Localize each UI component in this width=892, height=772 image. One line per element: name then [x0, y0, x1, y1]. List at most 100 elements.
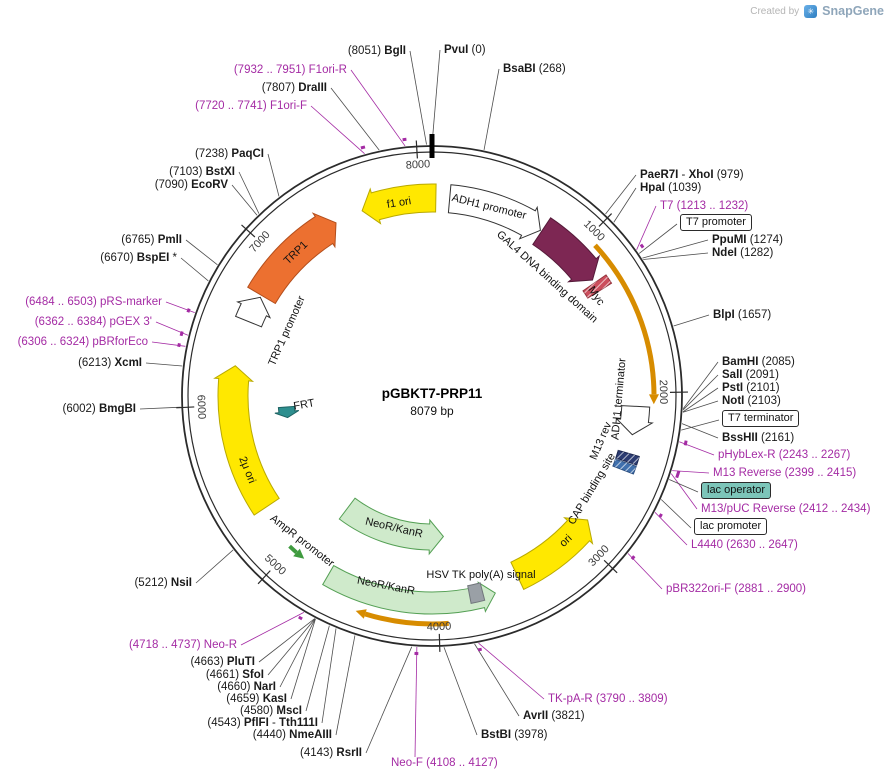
- snapgene-logo-icon: ✳: [804, 4, 818, 18]
- callout-line-xcmi: [145, 362, 183, 367]
- enzyme-label-bsabi: BsaBI (268): [503, 63, 566, 75]
- enzyme-label-sfoi: (4661) SfoI: [205, 669, 264, 681]
- enzyme-label-pluti: (4663) PluTI: [190, 656, 255, 668]
- primer-arc-pbr322ori-f: [630, 555, 636, 561]
- boxed-label-t7-terminator: T7 terminator: [722, 410, 800, 427]
- primer-label-tk-pa-r: TK-pA-R (3790 .. 3809): [548, 693, 668, 705]
- tick-mark-1000: [598, 213, 613, 227]
- callout-line-t7-promoter: [638, 223, 678, 254]
- callout-line-bmgbi: [139, 406, 181, 410]
- primer-label-f1ori-f: (7720 .. 7741) F1ori-F: [195, 100, 307, 112]
- feature-label-ori: ori: [557, 532, 575, 550]
- feature-neor-kanr-inner: [338, 497, 445, 556]
- plasmid-name: pGBKT7-PRP11: [381, 386, 483, 401]
- feature-hatch-m13-rev: [615, 450, 640, 465]
- feature-arrowhead-kan-cassette-arc: [355, 609, 367, 619]
- callout-line-l4440: [654, 512, 688, 546]
- enzyme-label-ndei: NdeI (1282): [712, 247, 774, 259]
- primer-label-pgex-3: (6362 .. 6384) pGEX 3': [34, 316, 152, 328]
- callout-line-pluti: [258, 618, 316, 663]
- enzyme-label-bstxi: (7103) BstXI: [169, 166, 235, 178]
- enzyme-label-draiii: (7807) DraIII: [261, 82, 327, 94]
- callout-line-msci: [305, 625, 330, 712]
- feature-label-neor-kanr-inner: NeoR/KanR: [364, 515, 424, 541]
- feature-frt: [274, 405, 300, 419]
- primer-arc-phyblex-r: [683, 440, 688, 446]
- primer-label-m13-puc-reverse: M13/pUC Reverse (2412 .. 2434): [701, 503, 871, 515]
- feature-label-f1-ori: f1 ori: [385, 195, 413, 211]
- enzyme-label-pflfi-tth111i: (4543) PflFI - Tth111I: [207, 717, 318, 729]
- enzyme-label-msci: (4580) MscI: [239, 705, 302, 717]
- callout-line-bstxi: [238, 171, 260, 214]
- callout-line-paqci: [267, 153, 280, 197]
- tick-label-8000: 8000: [405, 158, 431, 173]
- created-by-text: Created by: [750, 5, 800, 17]
- feature-label-hsv-tk-polya-signal: HSV TK poly(A) signal: [426, 569, 536, 581]
- callout-line-pmli: [185, 239, 218, 266]
- feature-kan-cassette-arc: [364, 611, 449, 627]
- callout-line-blpi: [673, 314, 710, 327]
- enzyme-label-psti: PstI (2101): [722, 382, 780, 394]
- callout-line-ppumi: [642, 239, 709, 259]
- tick-label-4000: 4000: [426, 620, 452, 634]
- primer-arc-f1ori-f: [360, 145, 366, 150]
- tick-mark-6000: [176, 406, 195, 409]
- callout-line-nsii: [195, 549, 234, 584]
- primer-arc-prs-marker: [186, 308, 191, 313]
- feature-prp11-insert: [593, 243, 657, 395]
- enzyme-label-hpai: HpaI (1039): [640, 182, 702, 194]
- tick-label-7000: 7000: [247, 228, 273, 255]
- callout-line-f1ori-f: [310, 105, 365, 155]
- primer-arc-l4440: [658, 513, 663, 518]
- callout-line-nari: [279, 618, 316, 688]
- enzyme-label-paer7i-xhoi: PaeR7I - XhoI (979): [640, 169, 744, 181]
- enzyme-label-sali: SalI (2091): [722, 369, 779, 381]
- tick-label-3000: 3000: [586, 542, 612, 569]
- feature-label-myc: Myc: [585, 284, 607, 308]
- callout-line-sali: [682, 374, 719, 411]
- boxed-label-t7-promoter: T7 promoter: [680, 214, 752, 231]
- primer-label-t7: T7 (1213 .. 1232): [660, 200, 749, 212]
- feature-label-trp1-promoter: TRP1 promoter: [266, 294, 308, 368]
- callout-line-neo-f: [414, 647, 418, 758]
- feature-f1-ori: [361, 183, 437, 225]
- enzyme-label-nsii: (5212) NsiI: [134, 577, 192, 589]
- primer-arc-t7: [639, 243, 645, 249]
- callout-line-paer7i-xhoi: [605, 174, 637, 215]
- enzyme-label-ecorv: (7090) EcoRV: [154, 179, 228, 191]
- callout-line-psti: [682, 387, 719, 413]
- enzyme-label-pvui: PvuI (0): [444, 44, 486, 56]
- enzyme-label-noti: NotI (2103): [722, 395, 781, 407]
- primer-arc-neo-r: [298, 615, 303, 621]
- feature-trp1-promoter: [234, 296, 272, 328]
- callout-line-lac-promoter: [660, 499, 692, 529]
- plasmid-length: 8079 bp: [410, 404, 454, 418]
- snapgene-watermark: Created by ✳ SnapGene: [750, 4, 884, 18]
- enzyme-label-nmeaiii: (4440) NmeAIII: [252, 729, 332, 741]
- callout-line-bstbi: [443, 647, 478, 736]
- callout-line-tk-pa-r: [478, 642, 545, 700]
- primer-label-neo-r: (4718 .. 4737) Neo-R: [128, 639, 237, 651]
- feature-hatch-myc: [583, 274, 612, 299]
- feature-label-frt: FRT: [292, 397, 316, 413]
- callout-line-hpai: [613, 187, 637, 223]
- primer-arc-m13-reverse: [676, 470, 681, 475]
- callout-line-nmeaiii: [335, 635, 356, 736]
- feature-arrowhead-ampr-promoter: [293, 548, 305, 559]
- feature-arrowhead-prp11-insert: [649, 394, 659, 405]
- feature-label-gal4-dna-binding-domain: GAL4 DNA binding domain: [494, 228, 600, 326]
- callout-line-f1ori-r: [350, 69, 406, 147]
- enzyme-label-avrii: AvrII (3821): [523, 710, 585, 722]
- primer-arc-pbrforeco: [177, 342, 181, 348]
- feature-adh1-terminator: [615, 405, 654, 436]
- enzyme-label-pmli: (6765) PmlI: [121, 234, 182, 246]
- callout-line-lac-operator: [669, 479, 699, 493]
- primer-label-l4440: L4440 (2630 .. 2647): [691, 539, 798, 551]
- callout-line-pvui: [431, 49, 441, 145]
- tick-mark-4000: [438, 633, 441, 652]
- tick-label-1000: 1000: [581, 218, 608, 245]
- enzyme-label-kasi: (4659) KasI: [226, 693, 287, 705]
- callout-line-t7: [636, 205, 657, 250]
